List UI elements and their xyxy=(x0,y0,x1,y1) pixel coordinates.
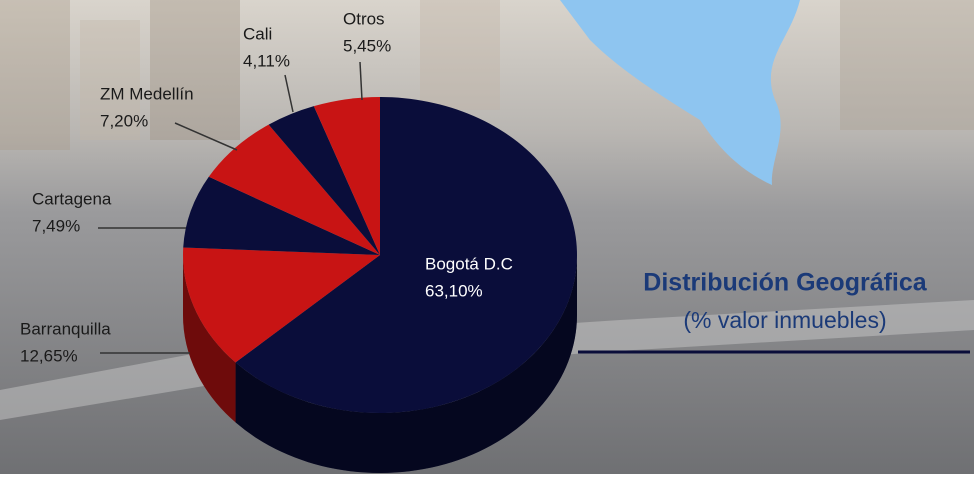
map-shape xyxy=(560,0,800,185)
leader-line xyxy=(284,74,294,113)
leader-line xyxy=(359,61,363,101)
chart-title: Distribución Geográfica xyxy=(643,269,927,297)
slice xyxy=(313,97,380,255)
leader-line xyxy=(174,122,238,151)
chart-subtitle: (% valor inmuebles) xyxy=(683,307,886,333)
slice-value-label: 12,65% xyxy=(20,346,78,365)
slice-label: Cali xyxy=(243,24,272,43)
slice-value-label: 5,45% xyxy=(343,36,391,55)
slice-side xyxy=(183,255,236,423)
slice-label: Bogotá D.C xyxy=(425,254,513,273)
slice-value-label: 7,20% xyxy=(100,111,148,130)
slice xyxy=(183,176,380,255)
slice xyxy=(235,97,577,413)
slice xyxy=(182,247,380,363)
slice-label: Otros xyxy=(343,9,385,28)
slice-value-label: 7,49% xyxy=(32,216,80,235)
slice-label: ZM Medellín xyxy=(100,84,194,103)
slice-side-shade xyxy=(235,255,577,473)
slice xyxy=(208,124,380,255)
slice-side-shade xyxy=(183,255,236,423)
slice xyxy=(268,106,380,255)
slice-label: Cartagena xyxy=(32,189,112,208)
slice-value-label: 63,10% xyxy=(425,281,483,300)
slice-value-label: 4,11% xyxy=(243,51,290,70)
slice-label: Barranquilla xyxy=(20,319,111,338)
city-skyline xyxy=(0,0,974,150)
slice-side xyxy=(235,255,577,473)
